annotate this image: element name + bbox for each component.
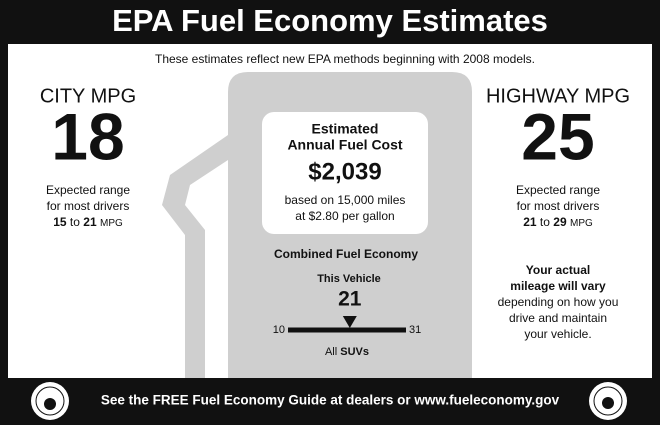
epa-seal	[31, 382, 69, 420]
fuel-cost-basis: based on 15,000 miles	[285, 193, 406, 207]
highway-range-text: for most drivers	[517, 199, 600, 213]
scale-min: 10	[273, 324, 285, 336]
fuel-cost-title: Annual Fuel Cost	[287, 137, 402, 153]
highway-value: 25	[521, 99, 594, 173]
pump-hose	[162, 135, 228, 378]
combined-label: Combined Fuel Economy	[274, 247, 418, 261]
fuel-cost-amount: $2,039	[308, 158, 381, 185]
note-text: depending on how you	[498, 295, 619, 309]
class-prefix: All	[325, 346, 337, 358]
fuel-cost-basis: at $2.80 per gallon	[295, 209, 394, 223]
vehicle-class: All SUVs	[325, 346, 369, 358]
class-name: SUVs	[340, 346, 369, 358]
vehicle-label: This Vehicle	[317, 273, 381, 285]
highway-range: 21 to 29 MPG	[523, 215, 593, 229]
note-bold: Your actual	[526, 263, 590, 277]
range-low: 21	[523, 215, 537, 229]
scale-max: 31	[409, 324, 421, 336]
note-text: your vehicle.	[524, 327, 591, 341]
range-unit: MPG	[100, 218, 123, 229]
range-unit: MPG	[570, 218, 593, 229]
fuel-cost-box	[262, 112, 428, 234]
city-range-text: for most drivers	[47, 199, 130, 213]
fuel-cost-title: Estimated	[312, 121, 379, 137]
footer-text: See the FREE Fuel Economy Guide at deale…	[101, 393, 560, 408]
highway-label: HIGHWAY MPG	[486, 85, 630, 107]
range-high: 21	[83, 215, 97, 229]
range-to: to	[70, 215, 80, 229]
note-text: drive and maintain	[509, 311, 607, 325]
subtitle: These estimates reflect new EPA methods …	[155, 52, 535, 66]
note-bold: mileage will vary	[510, 279, 606, 293]
range-to: to	[540, 215, 550, 229]
doe-seal	[589, 382, 627, 420]
city-range-text: Expected range	[46, 183, 130, 197]
title: EPA Fuel Economy Estimates	[112, 3, 548, 38]
city-value: 18	[51, 99, 124, 173]
city-label: CITY MPG	[40, 85, 136, 107]
highway-range-text: Expected range	[516, 183, 600, 197]
combined-value: 21	[338, 288, 362, 311]
range-high: 29	[553, 215, 567, 229]
vehicle-marker	[342, 316, 357, 328]
city-range: 15 to 21 MPG	[53, 215, 123, 229]
range-low: 15	[53, 215, 67, 229]
